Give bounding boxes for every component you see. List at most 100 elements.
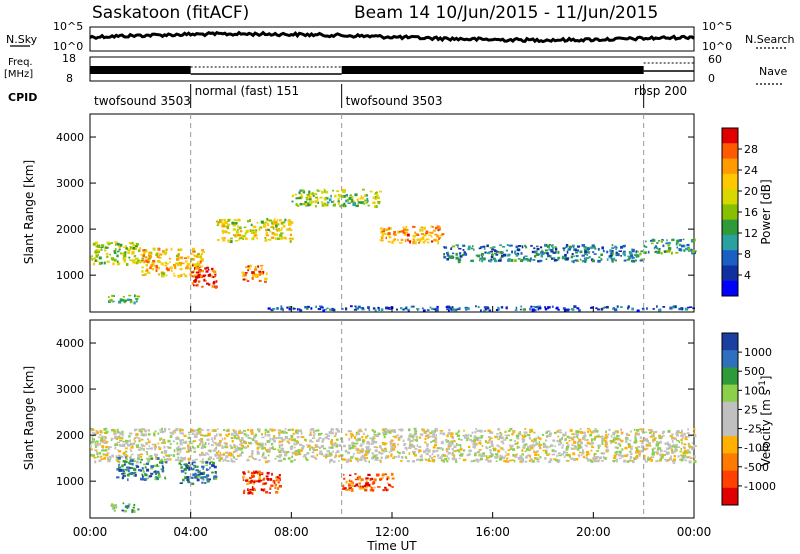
heatmap-cell <box>125 455 129 457</box>
heatmap-cell <box>305 457 308 460</box>
heatmap-cell <box>573 255 575 258</box>
heatmap-cell <box>216 444 220 447</box>
heatmap-cell <box>186 478 190 482</box>
heatmap-cell <box>535 253 539 256</box>
heatmap-cell <box>216 428 219 430</box>
colorbar-tick-label: -25 <box>744 423 762 436</box>
heatmap-cell <box>127 444 130 447</box>
heatmap-cell <box>195 284 198 287</box>
heatmap-cell <box>607 433 610 436</box>
heatmap-cell <box>355 439 360 442</box>
heatmap-cell <box>116 260 119 263</box>
colorbar-swatch <box>722 143 738 160</box>
heatmap-cell <box>365 477 369 480</box>
heatmap-cell <box>439 456 443 460</box>
heatmap-cell <box>234 234 236 238</box>
heatmap-cell <box>311 441 314 443</box>
heatmap-cell <box>611 244 614 247</box>
heatmap-cell <box>329 308 332 311</box>
heatmap-cell <box>354 445 357 447</box>
colorbar-tick-label: 1000 <box>744 346 772 359</box>
heatmap-cell <box>532 441 535 444</box>
heatmap-cell <box>667 459 670 461</box>
heatmap-cell <box>152 247 156 251</box>
heatmap-cell <box>237 228 239 231</box>
heatmap-cell <box>379 190 382 193</box>
heatmap-cell <box>192 275 196 278</box>
heatmap-cell <box>507 430 511 432</box>
heatmap-cell <box>680 457 684 459</box>
heatmap-cell <box>270 226 274 228</box>
heatmap-cell <box>433 238 437 242</box>
heatmap-cell <box>106 241 110 244</box>
heatmap-cell <box>574 259 578 262</box>
heatmap-cell <box>530 447 534 450</box>
heatmap-cell <box>263 482 267 485</box>
heatmap-cell <box>96 431 99 435</box>
heatmap-cell <box>177 252 180 256</box>
heatmap-cell <box>113 430 116 433</box>
heatmap-cell <box>206 429 210 432</box>
heatmap-cell <box>305 202 310 205</box>
heatmap-cell <box>192 447 195 450</box>
heatmap-cell <box>391 477 395 480</box>
heatmap-cell <box>226 227 230 230</box>
heatmap-cell <box>635 254 638 258</box>
heatmap-cell <box>421 229 424 232</box>
heatmap-cell <box>246 280 250 282</box>
heatmap-cell <box>373 430 376 433</box>
heatmap-cell <box>252 457 254 460</box>
heatmap-cell <box>507 259 511 262</box>
heatmap-cell <box>562 444 564 447</box>
heatmap-cell <box>398 230 402 233</box>
heatmap-cell <box>299 429 302 432</box>
heatmap-cell <box>237 234 242 237</box>
heatmap-cell <box>585 450 590 454</box>
heatmap-cell <box>525 246 528 249</box>
heatmap-cell <box>156 260 161 263</box>
heatmap-cell <box>662 453 664 456</box>
heatmap-cell <box>379 460 382 463</box>
heatmap-cell <box>334 442 337 445</box>
heatmap-cell <box>570 308 573 310</box>
heatmap-cell <box>135 257 139 260</box>
heatmap-cell <box>224 221 228 225</box>
heatmap-cell <box>499 431 501 434</box>
heatmap-cell <box>409 444 412 447</box>
heatmap-cell <box>142 475 144 478</box>
heatmap-cell <box>500 251 504 254</box>
heatmap-cell <box>278 432 281 434</box>
heatmap-cell <box>122 258 127 261</box>
heatmap-cell <box>325 456 328 459</box>
heatmap-cell <box>688 451 691 454</box>
heatmap-cell <box>525 455 528 458</box>
heatmap-cell <box>345 460 349 464</box>
heatmap-cell <box>448 255 451 258</box>
heatmap-cell <box>615 251 618 254</box>
heatmap-cell <box>290 233 292 237</box>
heatmap-cell <box>362 202 366 205</box>
heatmap-cell <box>150 264 154 267</box>
heatmap-cell <box>190 428 194 432</box>
heatmap-cell <box>300 193 303 197</box>
heatmap-cell <box>400 460 403 462</box>
heatmap-cell <box>139 453 143 455</box>
heatmap-cell <box>621 431 624 434</box>
heatmap-cell <box>261 220 264 224</box>
heatmap-cell <box>200 434 203 437</box>
heatmap-cell <box>436 429 438 432</box>
heatmap-cell <box>437 228 439 231</box>
heatmap-cell <box>611 260 614 263</box>
heatmap-cell <box>162 456 166 458</box>
heatmap-cell <box>131 250 135 254</box>
heatmap-cell <box>451 436 454 440</box>
heatmap-cell <box>225 434 228 436</box>
heatmap-cell <box>408 452 411 455</box>
heatmap-cell <box>549 255 552 258</box>
heatmap-cell <box>417 308 419 311</box>
heatmap-cell <box>179 449 182 453</box>
heatmap-cell <box>624 446 628 450</box>
heatmap-cell <box>497 250 501 254</box>
heatmap-cell <box>324 453 328 456</box>
